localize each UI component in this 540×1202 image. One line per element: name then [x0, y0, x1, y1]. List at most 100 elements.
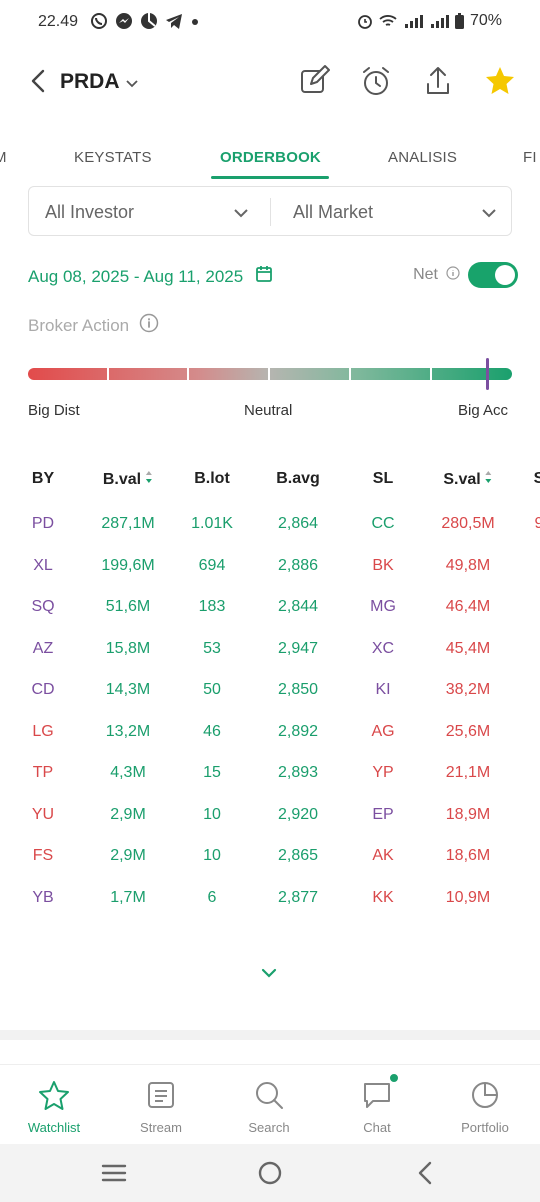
cell-blot: 10: [203, 805, 221, 823]
app-icon: [140, 12, 158, 30]
section-divider: [0, 1030, 540, 1040]
nav-label: Stream: [140, 1120, 182, 1135]
cell-by[interactable]: YU: [31, 805, 55, 823]
broker-action-label: Broker Action: [28, 315, 130, 335]
tab-analisis[interactable]: ANALISIS: [388, 149, 458, 166]
net-toggle[interactable]: [468, 262, 518, 288]
header-bval[interactable]: B.val: [103, 470, 153, 489]
star-outline-icon: [38, 1079, 70, 1114]
table-row[interactable]: SQ 51,6M 183 2,844 MG 46,4M: [0, 598, 540, 622]
cell-sval: 46,4M: [445, 598, 491, 615]
cell-by[interactable]: SQ: [31, 598, 55, 615]
cell-by[interactable]: PD: [31, 515, 55, 532]
cell-sl[interactable]: KI: [375, 681, 391, 698]
cell-bavg: 2,864: [277, 515, 319, 532]
cell-partial: 9: [534, 515, 540, 532]
more-dot-icon: [190, 12, 200, 30]
sort-icon: [145, 470, 153, 489]
search-icon: [253, 1079, 285, 1114]
nav-search[interactable]: Search: [224, 1079, 314, 1135]
cell-sval: 25,6M: [445, 722, 491, 740]
tab-orderbook[interactable]: ORDERBOOK: [220, 149, 321, 166]
filter-bar: All Investor All Market: [28, 186, 512, 236]
stream-icon: [145, 1079, 177, 1114]
cell-sl[interactable]: AG: [371, 722, 395, 740]
status-time: 22.49: [38, 13, 79, 30]
cell-by[interactable]: AZ: [32, 639, 54, 657]
cell-sval: 49,8M: [445, 556, 491, 574]
table-row[interactable]: CD 14,3M 50 2,850 KI 38,2M: [0, 681, 540, 705]
cell-by[interactable]: LG: [32, 722, 54, 740]
ticker-selector[interactable]: PRDA: [60, 70, 138, 94]
cell-sval: 18,6M: [445, 847, 491, 864]
cell-sl[interactable]: CC: [371, 515, 395, 532]
cell-sl[interactable]: BK: [372, 556, 394, 574]
alarm-clock-icon[interactable]: [360, 64, 392, 98]
system-back-icon[interactable]: [412, 1160, 440, 1191]
tab-partial-right[interactable]: FI: [523, 149, 537, 166]
cell-blot: 10: [203, 847, 221, 864]
table-row[interactable]: FS 2,9M 10 2,865 AK 18,6M: [0, 847, 540, 871]
nav-stream[interactable]: Stream: [116, 1079, 206, 1135]
table-row[interactable]: YB 1,7M 6 2,877 KK 10,9M: [0, 889, 540, 913]
market-dropdown[interactable]: All Market: [293, 187, 497, 237]
cell-bval: 1,7M: [110, 888, 146, 906]
favorite-star-icon[interactable]: [484, 64, 516, 98]
info-icon[interactable]: [139, 313, 159, 338]
cell-by[interactable]: YB: [32, 888, 54, 906]
cell-bavg: 2,892: [277, 722, 319, 740]
nav-watchlist[interactable]: Watchlist: [9, 1079, 99, 1135]
recent-apps-icon[interactable]: [100, 1160, 128, 1191]
cell-blot: 694: [198, 556, 226, 574]
cell-by[interactable]: FS: [32, 847, 54, 864]
expand-more-chevron-icon[interactable]: [259, 966, 279, 985]
investor-dropdown[interactable]: All Investor: [45, 187, 249, 237]
nav-label: Search: [248, 1120, 290, 1135]
edit-icon[interactable]: [298, 64, 330, 98]
app-header: PRDA: [0, 56, 540, 108]
info-icon[interactable]: [446, 265, 460, 285]
table-row[interactable]: AZ 15,8M 53 2,947 XC 45,4M: [0, 640, 540, 664]
cell-by[interactable]: TP: [32, 764, 54, 781]
nav-label: Watchlist: [27, 1120, 81, 1135]
nav-portfolio[interactable]: Portfolio: [440, 1079, 530, 1135]
table-row[interactable]: YU 2,9M 10 2,920 EP 18,9M: [0, 806, 540, 830]
header-sl: SL: [372, 470, 394, 487]
table-row[interactable]: XL 199,6M 694 2,886 BK 49,8M: [0, 557, 540, 581]
cell-sl[interactable]: EP: [372, 805, 394, 823]
cell-bavg: 2,865: [277, 847, 319, 864]
cell-sl[interactable]: YP: [372, 764, 394, 781]
cell-bval: 287,1M: [101, 515, 155, 532]
cell-blot: 15: [203, 764, 221, 781]
back-button[interactable]: [28, 68, 48, 99]
share-icon[interactable]: [422, 64, 454, 98]
signal-icon: [403, 13, 423, 29]
chevron-down-icon: [125, 70, 138, 94]
cell-sl[interactable]: XC: [371, 639, 395, 657]
cell-bval: 4,3M: [110, 764, 146, 781]
bottom-navigation: Watchlist Stream Search Chat Portfolio: [0, 1064, 540, 1144]
table-row[interactable]: TP 4,3M 15 2,893 YP 21,1M: [0, 764, 540, 788]
date-range-picker[interactable]: Aug 08, 2025 - Aug 11, 2025: [28, 265, 273, 288]
home-icon[interactable]: [256, 1160, 284, 1191]
alarm-icon: [357, 13, 373, 29]
cell-blot: 53: [203, 639, 221, 657]
tab-keystats[interactable]: KEYSTATS: [74, 149, 152, 166]
cell-bavg: 2,844: [277, 598, 319, 615]
table-row[interactable]: LG 13,2M 46 2,892 AG 25,6M: [0, 723, 540, 747]
cell-bval: 14,3M: [105, 681, 151, 698]
header-sval[interactable]: S.val: [443, 470, 492, 489]
cell-sl[interactable]: MG: [370, 598, 396, 615]
header-partial: S: [533, 470, 540, 487]
whatsapp-icon: [90, 12, 108, 30]
table-row[interactable]: PD 287,1M 1.01K 2,864 CC 280,5M 9: [0, 515, 540, 539]
gauge-label-middle: Neutral: [244, 402, 293, 419]
cell-by[interactable]: CD: [31, 681, 55, 698]
nav-chat[interactable]: Chat: [332, 1073, 422, 1135]
tab-partial-left[interactable]: M: [0, 149, 7, 166]
cell-sl[interactable]: AK: [372, 847, 394, 864]
cell-by[interactable]: XL: [33, 556, 53, 574]
cell-sl[interactable]: KK: [372, 888, 394, 906]
cell-sval: 18,9M: [445, 805, 491, 823]
cell-blot: 50: [203, 681, 221, 698]
